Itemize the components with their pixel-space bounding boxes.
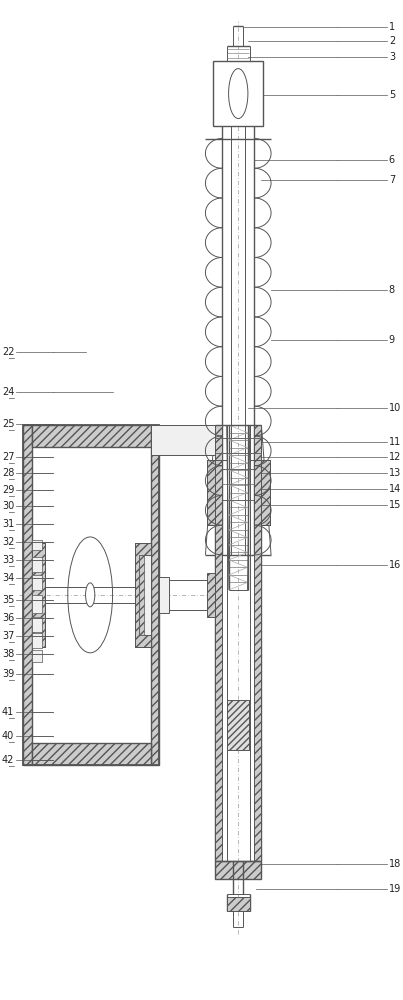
Text: 38: 38 <box>2 649 14 659</box>
Text: 40: 40 <box>2 731 14 741</box>
Text: 9: 9 <box>389 335 395 345</box>
Text: 33: 33 <box>2 555 14 565</box>
Text: 11: 11 <box>389 437 401 447</box>
Bar <box>208 573 215 617</box>
Bar <box>151 425 215 455</box>
Text: 31: 31 <box>2 519 14 529</box>
Bar <box>227 700 249 750</box>
Text: 42: 42 <box>2 755 14 765</box>
Text: 34: 34 <box>2 573 14 583</box>
Bar <box>159 577 169 613</box>
Text: 8: 8 <box>389 285 395 295</box>
Bar <box>32 575 42 590</box>
Text: 30: 30 <box>2 501 14 511</box>
Text: 22: 22 <box>2 347 14 357</box>
Bar <box>32 633 42 648</box>
Bar <box>32 543 45 647</box>
Bar <box>32 617 42 632</box>
Text: 32: 32 <box>2 537 14 547</box>
Bar <box>23 425 32 765</box>
Bar <box>139 555 143 635</box>
Bar <box>32 540 42 550</box>
Text: 19: 19 <box>389 884 401 894</box>
Bar <box>135 543 151 647</box>
Bar <box>215 425 222 460</box>
Bar <box>254 425 262 460</box>
Text: 1: 1 <box>389 22 395 32</box>
Bar <box>151 425 159 765</box>
Text: 6: 6 <box>389 155 395 165</box>
Text: 36: 36 <box>2 613 14 623</box>
Text: 2: 2 <box>389 36 395 46</box>
Bar <box>135 543 151 647</box>
Bar <box>32 425 151 447</box>
Bar <box>139 555 151 635</box>
Text: 41: 41 <box>2 707 14 717</box>
Circle shape <box>85 583 95 607</box>
Bar <box>32 650 42 662</box>
Text: 16: 16 <box>389 560 401 570</box>
Bar <box>32 543 45 647</box>
Text: 28: 28 <box>2 468 14 478</box>
Text: 5: 5 <box>389 90 395 100</box>
Bar <box>32 557 42 572</box>
Text: 13: 13 <box>389 468 401 478</box>
Text: 39: 39 <box>2 669 14 679</box>
Text: 10: 10 <box>389 403 401 413</box>
Bar <box>215 861 262 879</box>
Text: 37: 37 <box>2 631 14 641</box>
Text: 12: 12 <box>389 452 401 462</box>
Bar <box>23 425 159 765</box>
Text: 15: 15 <box>389 500 401 510</box>
Bar <box>32 743 151 765</box>
Bar <box>213 61 263 126</box>
Text: 35: 35 <box>2 595 14 605</box>
Text: 29: 29 <box>2 485 14 495</box>
Text: 18: 18 <box>389 859 401 869</box>
Bar <box>215 460 222 861</box>
Bar <box>226 897 250 911</box>
Text: 24: 24 <box>2 387 14 397</box>
Bar <box>32 595 42 613</box>
Text: 27: 27 <box>2 452 14 462</box>
Text: 25: 25 <box>2 419 14 429</box>
Bar <box>262 460 270 525</box>
Text: 3: 3 <box>389 52 395 62</box>
Text: 14: 14 <box>389 484 401 494</box>
Bar <box>207 460 215 525</box>
Bar <box>254 460 262 861</box>
Text: 7: 7 <box>389 175 395 185</box>
